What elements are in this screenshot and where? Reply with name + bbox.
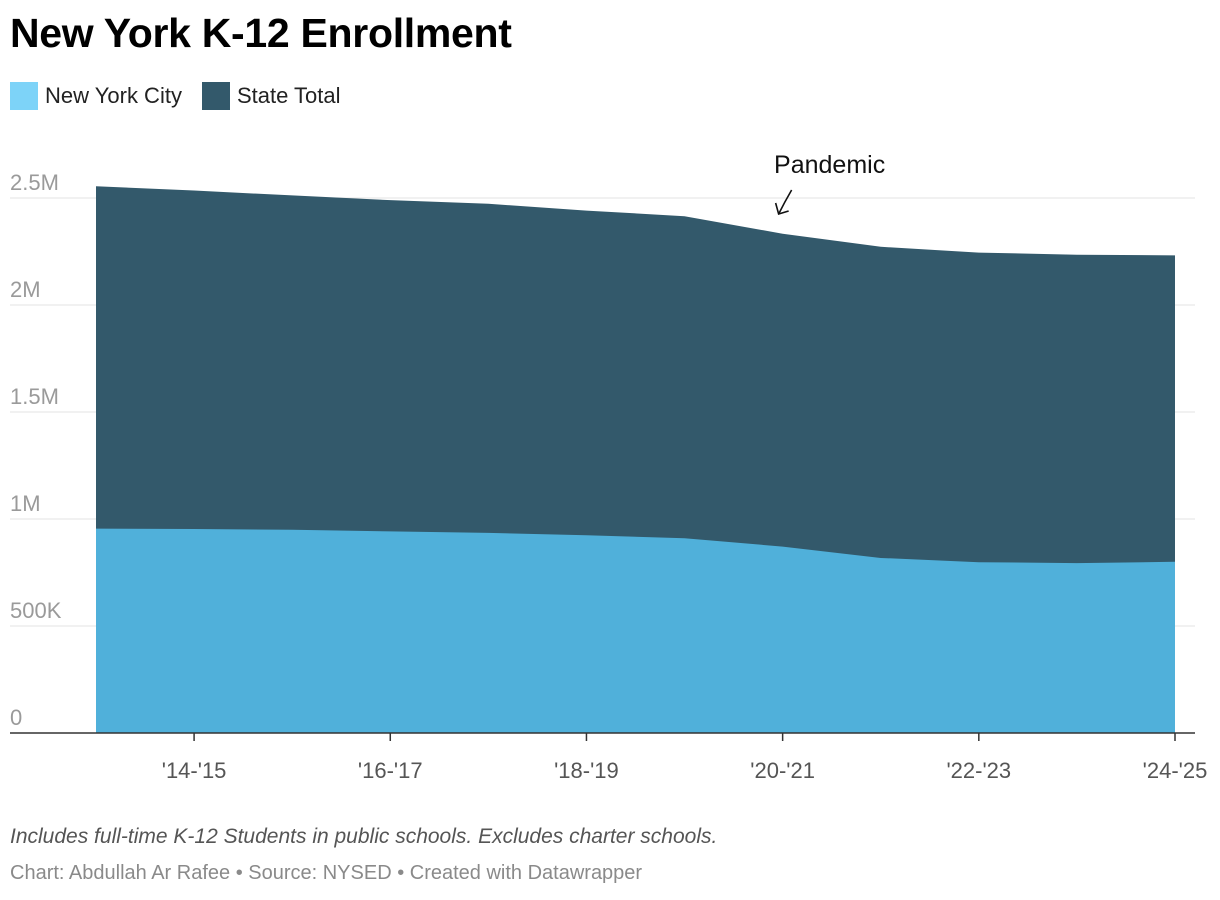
annotation-arrow-head [774,202,789,216]
chart-footer: Chart: Abdullah Ar Rafee • Source: NYSED… [10,862,643,884]
legend-label-state-total: State Total [236,83,341,108]
legend-swatch-state-total [201,82,230,110]
legend-item-state-total: State Total [201,82,341,110]
annotation-pandemic: Pandemic [774,151,885,179]
y-tick-label-2: 1M [10,491,41,516]
x-tick-label-4: '22-'23 [946,758,1011,783]
x-tick-label-0: '14-'15 [162,758,227,783]
x-tick-label-3: '20-'21 [750,758,815,783]
legend: New York City State Total [10,82,361,110]
legend-label-new-york-city: New York City [45,83,182,108]
annotation-arrow-shaft [777,189,793,215]
x-axis: '14-'15 '16-'17 '18-'19 '20-'21 '22-'23 '24-'… [10,732,1208,783]
legend-swatch-new-york-city [10,82,38,110]
y-tick-label-0: 0 [10,705,22,730]
x-tick-label-5: '24-'25 [1143,758,1208,783]
area-series [96,186,1175,734]
legend-item-new-york-city: New York City [10,82,182,110]
chart-title: New York K-12 Enrollment [10,10,512,56]
x-tick-label-1: '16-'17 [358,758,423,783]
y-tick-label-3: 1.5M [10,384,59,409]
y-tick-label-4: 2M [10,277,41,302]
chart-note: Includes full-time K-12 Students in publ… [10,825,718,848]
y-tick-label-5: 2.5M [10,170,59,195]
y-tick-label-1: 500K [10,598,62,623]
area-new-york-city [96,528,1175,733]
annotation-layer: Pandemic [774,151,885,216]
x-tick-label-2: '18-'19 [554,758,619,783]
